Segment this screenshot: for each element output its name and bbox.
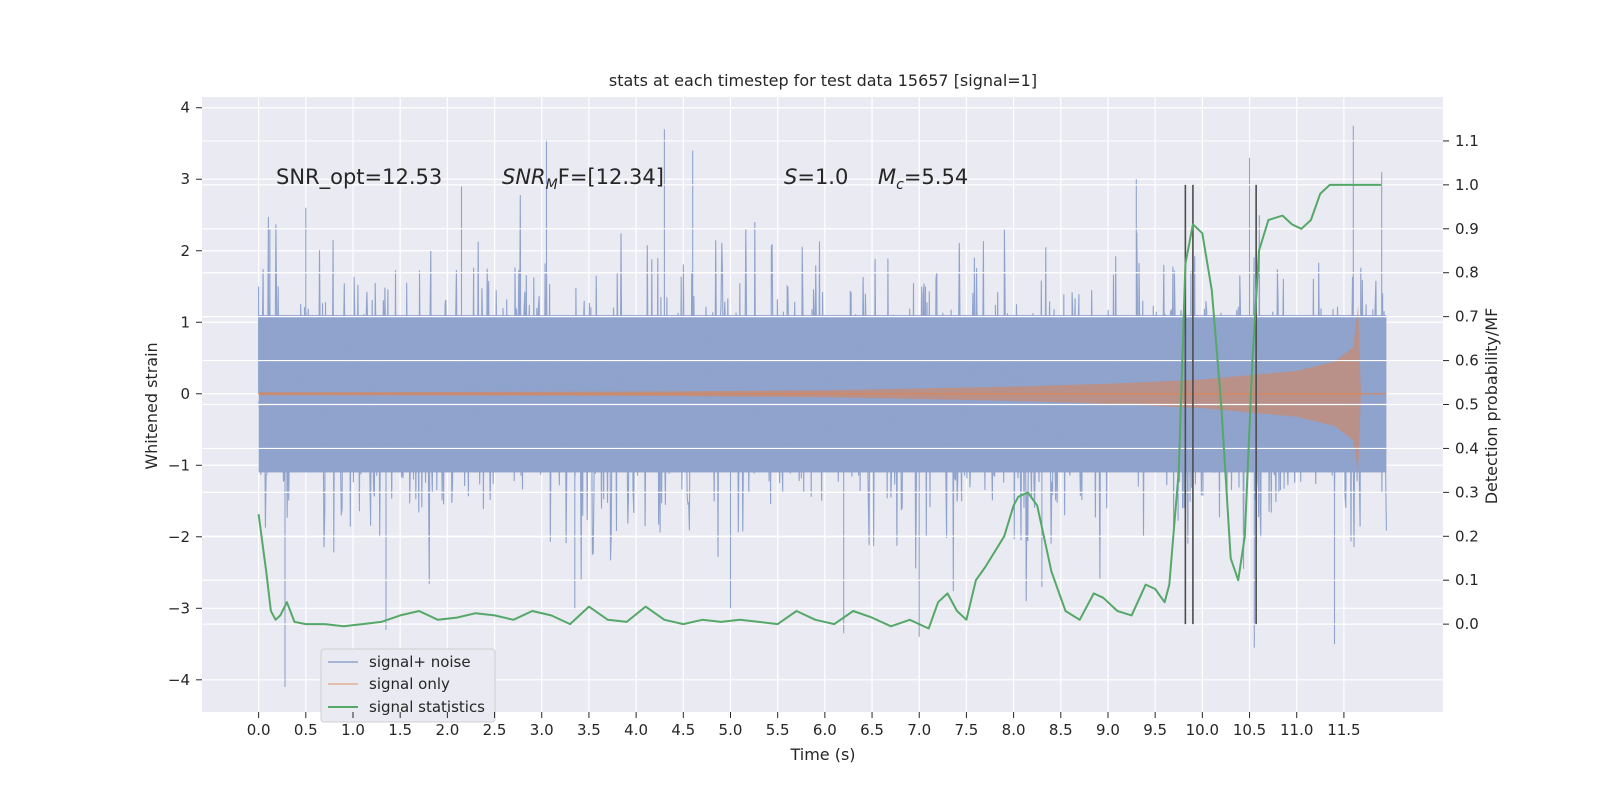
s-rest: =1.0 bbox=[797, 165, 848, 189]
snr-mf-main: SNR bbox=[502, 165, 546, 189]
right-y-tick-label: 1.0 bbox=[1455, 176, 1479, 194]
annotation-mc: Mc=5.54 bbox=[878, 165, 968, 193]
right-y-tick-label: 0.8 bbox=[1455, 264, 1479, 282]
x-tick-label: 4.0 bbox=[624, 721, 648, 739]
x-tick-label: 5.0 bbox=[719, 721, 743, 739]
x-tick-label: 4.5 bbox=[671, 721, 695, 739]
x-tick-label: 2.0 bbox=[435, 721, 459, 739]
x-tick-label: 8.5 bbox=[1049, 721, 1073, 739]
x-tick-label: 11.5 bbox=[1327, 721, 1360, 739]
x-tick-label: 6.0 bbox=[813, 721, 837, 739]
x-tick-label: 8.0 bbox=[1002, 721, 1026, 739]
y-tick-label: 2 bbox=[180, 242, 190, 260]
x-tick-label: 1.5 bbox=[388, 721, 412, 739]
mc-main: M bbox=[878, 165, 896, 189]
y-axis-label: Whitened strain bbox=[142, 342, 161, 469]
y-tick-label: 1 bbox=[180, 313, 190, 331]
x-tick-label: 5.5 bbox=[766, 721, 790, 739]
x-tick-label: 10.5 bbox=[1233, 721, 1266, 739]
series-signal-statistics bbox=[257, 183, 1382, 630]
x-axis-label: Time (s) bbox=[789, 745, 855, 764]
right-y-axis-ticks: 0.0 0.1 0.2 0.3 0.4 0.5 0.6 0.7 0.8 0.9 1.0 1.1 bbox=[1443, 132, 1479, 633]
x-tick-label: 0.5 bbox=[294, 721, 318, 739]
legend-label-signal-statistics: signal statistics bbox=[369, 698, 485, 716]
y-tick-label: 3 bbox=[180, 170, 190, 188]
x-tick-label: 1.0 bbox=[341, 721, 365, 739]
x-tick-label: 10.0 bbox=[1186, 721, 1219, 739]
x-axis-ticks: 0.0 0.5 1.0 1.5 2.0 2.5 3.0 3.5 4.0 4.5 5.0 5.5 6.0 6… bbox=[247, 712, 1361, 739]
annotations: SNR_opt=12.53 SNRMF=[12.34] S=1.0 Mc=5.5… bbox=[276, 165, 968, 193]
x-tick-label: 9.0 bbox=[1096, 721, 1120, 739]
annotation-snr-mf: SNRMF=[12.34] bbox=[502, 165, 664, 193]
x-tick-label: 3.5 bbox=[577, 721, 601, 739]
right-y-tick-label: 0.6 bbox=[1455, 352, 1479, 370]
x-tick-label: 6.5 bbox=[860, 721, 884, 739]
legend-label-signal-plus-noise: signal+ noise bbox=[369, 653, 471, 671]
vertical-marker-lines bbox=[1184, 184, 1257, 625]
right-y-axis-label: Detection probability/MF bbox=[1482, 308, 1501, 505]
x-tick-label: 7.0 bbox=[907, 721, 931, 739]
plot-area: SNR_opt=12.53 SNRMF=[12.34] S=1.0 Mc=5.5… bbox=[202, 97, 1443, 723]
y-axis-ticks: −4 −3 −2 −1 0 1 2 3 4 bbox=[168, 99, 202, 689]
legend: signal+ noise signal only signal statist… bbox=[320, 648, 496, 723]
x-tick-label: 11.0 bbox=[1280, 721, 1313, 739]
snr-mf-rest: F=[12.34] bbox=[558, 165, 664, 189]
chart-title: stats at each timestep for test data 156… bbox=[609, 71, 1037, 90]
s-main: S bbox=[784, 165, 797, 189]
right-y-tick-label: 0.9 bbox=[1455, 220, 1479, 238]
legend-label-signal-only: signal only bbox=[369, 675, 450, 693]
series-signal-only bbox=[258, 304, 1387, 473]
x-tick-label: 2.5 bbox=[483, 721, 507, 739]
right-y-tick-label: 1.1 bbox=[1455, 132, 1479, 150]
snr-mf-sub: M bbox=[546, 177, 558, 193]
x-tick-label: 7.5 bbox=[954, 721, 978, 739]
right-y-tick-label: 0.4 bbox=[1455, 439, 1479, 457]
mc-sub: c bbox=[896, 177, 904, 193]
y-tick-label: −4 bbox=[168, 671, 190, 689]
mc-rest: =5.54 bbox=[904, 165, 968, 189]
x-tick-label: 3.0 bbox=[530, 721, 554, 739]
y-tick-label: −3 bbox=[168, 599, 190, 617]
x-tick-label: 0.0 bbox=[247, 721, 271, 739]
y-tick-label: 4 bbox=[180, 99, 190, 117]
right-y-tick-label: 0.0 bbox=[1455, 615, 1479, 633]
signal-statistics-line bbox=[257, 183, 1382, 630]
right-y-tick-label: 0.5 bbox=[1455, 396, 1479, 414]
right-y-tick-label: 0.2 bbox=[1455, 527, 1479, 545]
right-y-tick-label: 0.1 bbox=[1455, 571, 1479, 589]
legend-box bbox=[320, 648, 496, 723]
right-y-tick-label: 0.3 bbox=[1455, 483, 1479, 501]
noise-trace bbox=[258, 125, 1387, 687]
annotation-snr-opt: SNR_opt=12.53 bbox=[276, 165, 442, 190]
y-tick-label: −1 bbox=[168, 456, 190, 474]
x-tick-label: 9.5 bbox=[1143, 721, 1167, 739]
right-y-tick-label: 0.7 bbox=[1455, 308, 1479, 326]
signal-envelope bbox=[258, 304, 1361, 473]
annotation-s: S=1.0 bbox=[784, 165, 848, 189]
right-y-grid bbox=[202, 140, 1443, 625]
y-tick-label: −2 bbox=[168, 528, 190, 546]
y-tick-label: 0 bbox=[180, 385, 190, 403]
